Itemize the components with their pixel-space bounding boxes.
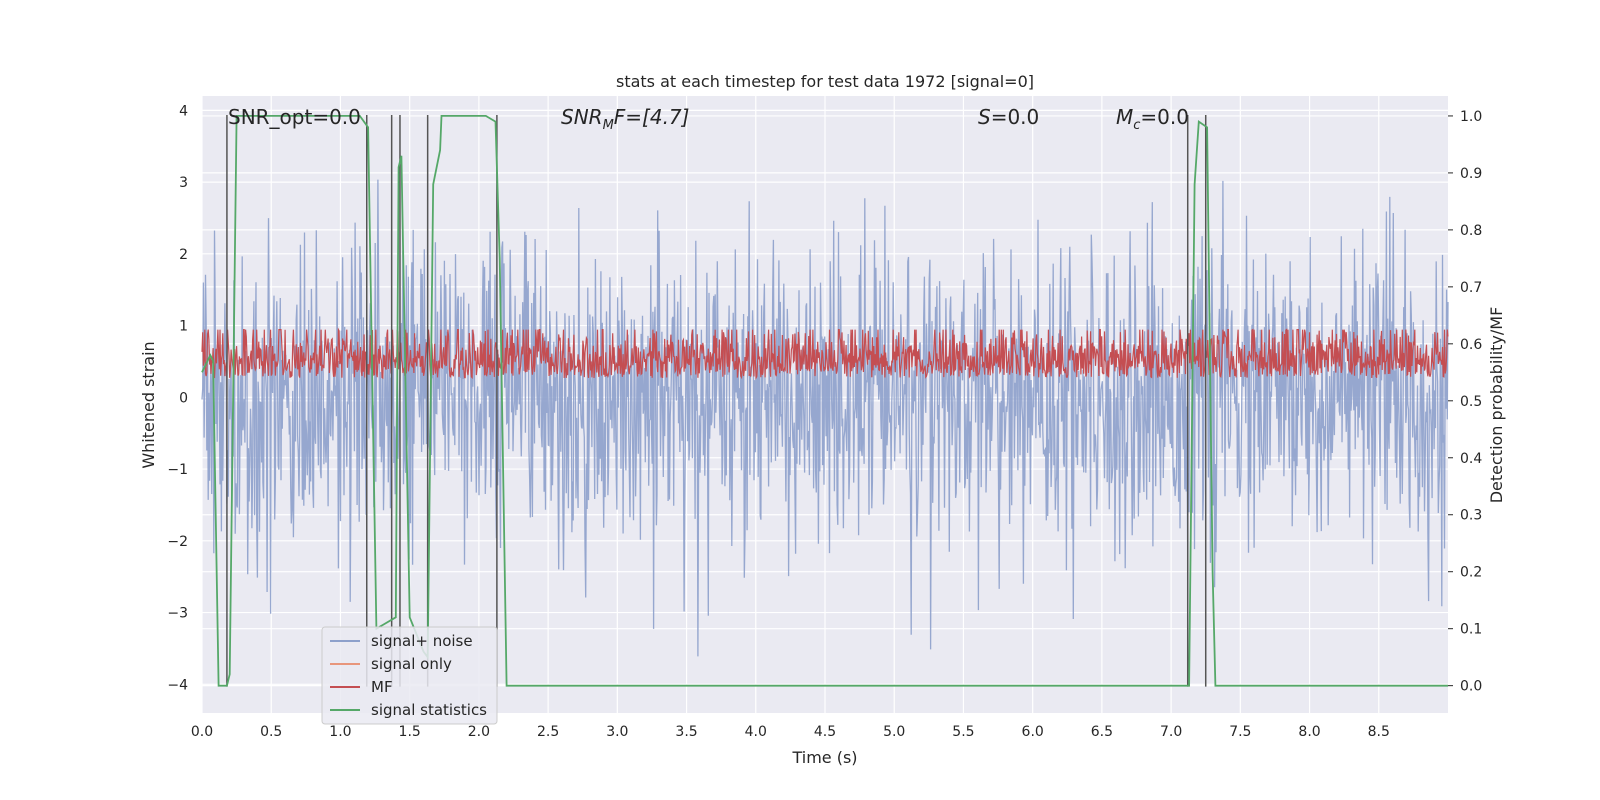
annotation-snr-mf: SNRMF=[4.7] [561,105,689,133]
legend-label-mf: MF [371,678,393,696]
chart-title: stats at each timestep for test data 197… [616,72,1034,91]
y2-tick-label: 0.5 [1460,394,1482,410]
legend-label-signal-noise: signal+ noise [371,632,473,650]
annotation-mc-sub: c [1133,118,1140,133]
y2-tick-label: 0.2 [1460,565,1482,581]
annotation-s-rest: =0.0 [991,105,1040,129]
y-axis-label: Whitened strain [139,341,158,468]
annotation-mc-main: M [1116,105,1133,129]
x-tick-label: 4.5 [814,724,836,740]
signal-noise-line [201,179,1449,657]
legend-label-signal-only: signal only [371,655,452,673]
mf-line [201,327,1449,380]
x-tick-label: 8.5 [1368,724,1390,740]
annotation-snr-opt: SNR_opt=0.0 [228,105,361,129]
x-tick-label: 4.0 [745,724,767,740]
x-tick-label: 5.5 [952,724,974,740]
y2-tick-label: 0.4 [1460,451,1482,467]
y-tick-label: 0 [179,390,188,406]
y2-tick-label: 1.0 [1460,109,1482,125]
y-tick-label: 3 [179,175,188,191]
y2-tick-label: 0.9 [1460,166,1482,182]
y2-tick-label: 0.7 [1460,280,1482,296]
x-tick-label: 7.0 [1160,724,1182,740]
annotation-snr-mf-sub: M [603,118,614,133]
y2-tick-labels: 0.0 0.1 0.2 0.3 0.4 0.5 0.6 0.7 0.8 0.9 1.0 [1448,109,1482,695]
series-signal-noise [201,179,1449,657]
legend: signal+ noise signal only MF signal stat… [321,626,498,725]
annotation-mc-rest: =0.0 [1140,105,1189,129]
y-tick-label: 1 [179,319,188,335]
x-tick-label: 1.0 [329,724,351,740]
y2-tick-label: 0.1 [1460,622,1482,638]
legend-box [321,626,498,725]
legend-label-signal-statistics: signal statistics [371,701,487,719]
annotation-s-main: S [978,105,991,129]
y2-tick-label: 0.3 [1460,508,1482,524]
x-tick-label: 0.5 [260,724,282,740]
y-tick-label: −4 [167,677,188,693]
x-tick-labels: 0.0 0.5 1.0 1.5 2.0 2.5 3.0 3.5 4.0 4.5 5.0 5.5 6.0 6… [191,724,1390,740]
x-tick-label: 1.5 [399,724,421,740]
y2-tick-label: 0.0 [1460,679,1482,695]
series-mf [201,327,1449,380]
y-tick-label: −1 [167,462,188,478]
x-tick-label: 2.5 [537,724,559,740]
x-tick-label: 7.5 [1229,724,1251,740]
x-tick-label: 3.5 [675,724,697,740]
y-tick-labels: −4 −3 −2 −1 0 1 2 3 4 [167,103,188,693]
x-tick-label: 6.0 [1022,724,1044,740]
y-tick-label: 4 [179,103,188,119]
x-tick-label: 2.0 [468,724,490,740]
y-tick-label: −3 [167,606,188,622]
x-tick-label: 5.0 [883,724,905,740]
x-tick-label: 6.5 [1091,724,1113,740]
y2-axis-label: Detection probability/MF [1487,307,1506,504]
y-tick-label: 2 [179,247,188,263]
annotation-s: S=0.0 [978,105,1039,129]
x-tick-label: 3.0 [606,724,628,740]
y2-tick-label: 0.6 [1460,337,1482,353]
x-tick-label: 8.0 [1298,724,1320,740]
y2-tick-label: 0.8 [1460,223,1482,239]
x-axis-label: Time (s) [791,748,857,767]
vertical-markers [226,114,1207,687]
y-tick-label: −2 [167,534,188,550]
x-tick-label: 0.0 [191,724,213,740]
annotations: SNR_opt=0.0 SNRMF=[4.7] S=0.0 Mc=0.0 [228,105,1189,133]
annotation-snr-mf-main: SNR [561,105,603,129]
annotation-mc: Mc=0.0 [1116,105,1189,133]
annotation-snr-mf-rest: F=[4.7] [614,105,690,129]
